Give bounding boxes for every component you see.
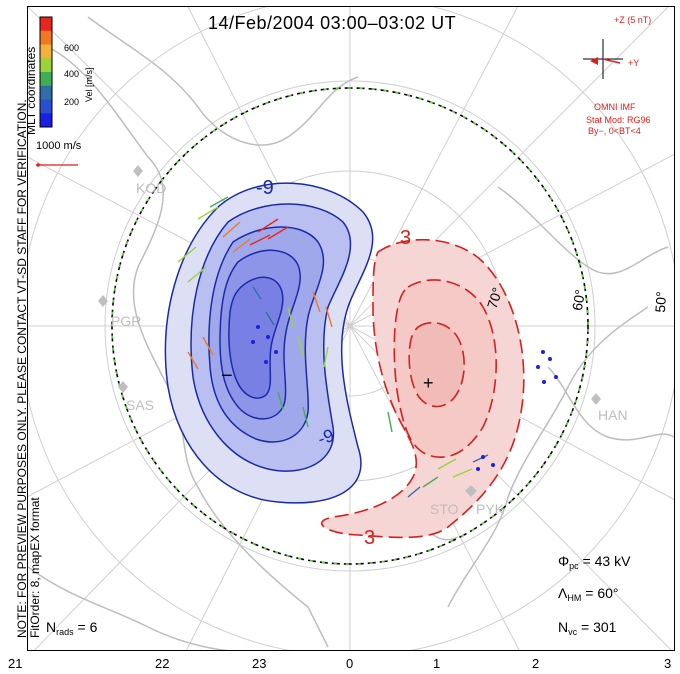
- imf-condition: By−, 0<BT<4: [588, 126, 641, 136]
- colorbar-tick-400: 400: [64, 69, 80, 79]
- note-line-2: FitOrder: 8, mapEX format: [28, 497, 42, 638]
- colorbar-segment: [40, 85, 52, 100]
- contour-label-neg-top: -9: [256, 177, 274, 199]
- velocity-vectors: [177, 196, 558, 498]
- colorbar-tick-200: 200: [64, 97, 80, 107]
- potential-maximum-marker: +: [423, 373, 434, 393]
- colorbar-segment: [40, 113, 52, 128]
- colorbar-segment: [40, 58, 52, 73]
- mlt-tick-0: 0: [346, 656, 354, 671]
- imf-dial: [583, 39, 623, 79]
- imf-y-label: +Y: [628, 58, 640, 68]
- velocity-colorbar: [39, 16, 53, 128]
- stat-radar-count: Nrads = 6: [46, 619, 98, 637]
- mlt-tick-21: 21: [8, 656, 23, 671]
- map-frame: 14/Feb/2004 03:00–03:02 UT 600 400 200 V…: [27, 6, 675, 651]
- stat-vector-count: Nvc = 301: [558, 619, 617, 637]
- mlt-tick-23: 23: [252, 656, 267, 671]
- colorbar-segment: [40, 44, 52, 59]
- negative-potential-cell: [164, 182, 374, 504]
- mlt-tick-3: 3: [664, 656, 672, 671]
- station-markers: [98, 165, 601, 497]
- stat-hm-latitude: ΛHM = 60°: [558, 585, 619, 603]
- colorbar-border: [39, 16, 53, 128]
- latitude-label-50: 50°: [651, 290, 670, 314]
- potential-minimum-marker: −: [221, 365, 233, 387]
- station-label-pyk: PYK: [476, 501, 505, 517]
- colorbar-segment: [40, 17, 52, 32]
- colorbar-segment: [40, 30, 52, 45]
- station-label-kod: KOD: [136, 180, 167, 196]
- station-label-sas: SAS: [126, 397, 155, 413]
- stat-cross-polar-potential: Φpc = 43 kV: [558, 553, 631, 571]
- mlt-tick-2: 2: [532, 656, 540, 671]
- imf-source: OMNI IMF: [594, 102, 636, 112]
- contour-label-pos-bottom: 3: [364, 527, 376, 549]
- scale-vector-label: 1000 m/s: [36, 140, 82, 152]
- mlt-tick-1: 1: [433, 656, 441, 671]
- contour-label-pos-top: 3: [400, 227, 412, 249]
- imf-model: Stat Mod: RG96: [586, 115, 651, 125]
- imf-z-label: +Z (5 nT): [614, 15, 652, 25]
- station-label-han: HAN: [598, 407, 628, 423]
- preview-note: NOTE: FOR PREVIEW PURPOSES ONLY. PLEASE …: [15, 99, 42, 638]
- colorbar-tick-600: 600: [64, 43, 80, 53]
- positive-potential-cell: [320, 238, 525, 539]
- station-label-sto: STO: [430, 501, 459, 517]
- colorbar-label: Vel [m/s]: [84, 67, 94, 102]
- colorbar-segment: [40, 72, 52, 87]
- convection-map: [28, 7, 674, 650]
- mlt-tick-22: 22: [155, 656, 170, 671]
- colorbar-segment: [40, 99, 52, 114]
- station-label-pgr: PGR: [111, 313, 142, 329]
- map-title: 14/Feb/2004 03:00–03:02 UT: [208, 13, 457, 33]
